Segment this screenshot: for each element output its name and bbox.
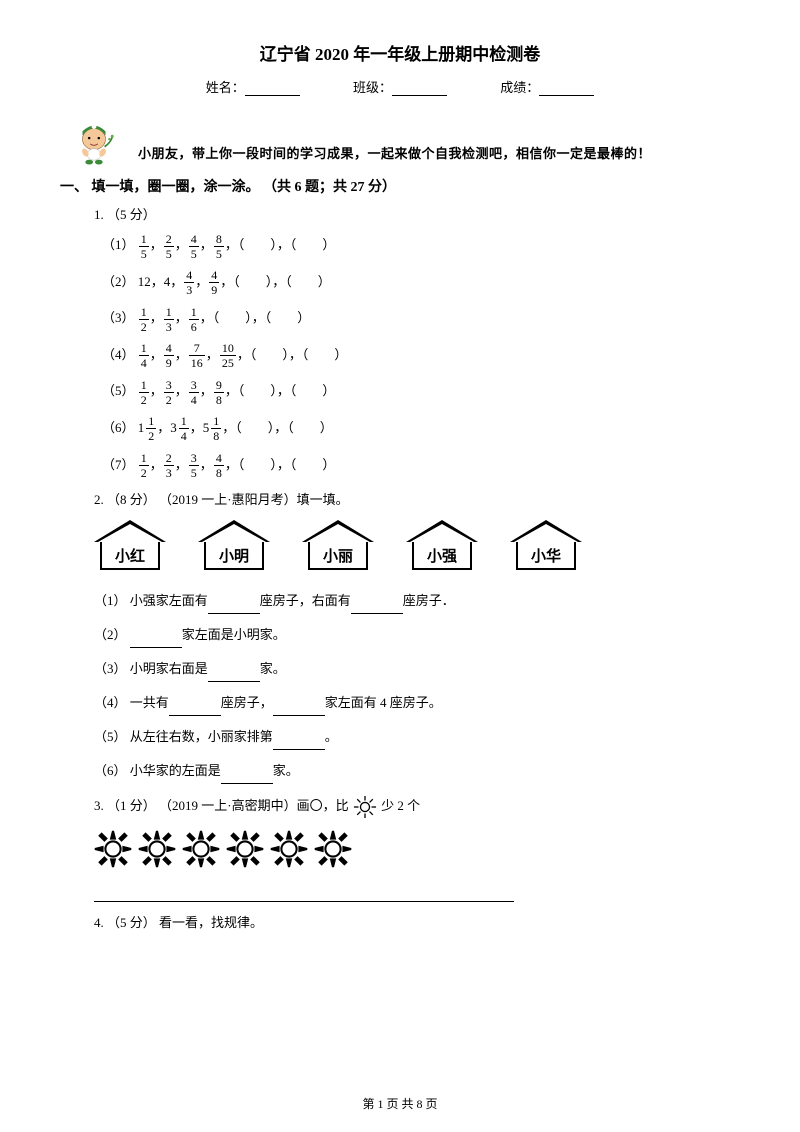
info-row: 姓名： 班级： 成绩：: [60, 77, 740, 96]
fill-blank[interactable]: [221, 770, 273, 784]
fill-blank[interactable]: [208, 600, 260, 614]
encourage-text: 小朋友，带上你一段时间的学习成果，一起来做个自我检测吧，相信你一定是最棒的！: [138, 143, 651, 166]
q3-head: 3. （1 分） （2019 一上·高密期中）画〇，比 少 2 个: [94, 794, 740, 820]
q3-answer-blank[interactable]: [94, 888, 514, 902]
house: 小华: [510, 520, 582, 570]
name-label: 姓名：: [206, 77, 245, 96]
question-1: 1. （5 分） （1） 15，25，45，85，（ ），（ ） （2） 12，4…: [94, 204, 740, 479]
q1-row: （4） 14，49，716，1025，（ ），（ ）: [102, 341, 740, 370]
question-4: 4. （5 分） 看一看，找规律。: [94, 912, 740, 931]
q2-sub: （4） 一共有座房子，家左面有 4 座房子。: [94, 690, 740, 716]
sun-icon: [138, 830, 176, 868]
q1-row: （7） 12，23，35，48，（ ），（ ）: [102, 451, 740, 480]
score-label: 成绩：: [500, 77, 539, 96]
fill-blank[interactable]: [273, 736, 325, 750]
fill-blank[interactable]: [273, 702, 325, 716]
suns-row: [94, 830, 740, 868]
q2-head: 2. （8 分） （2019 一上·惠阳月考）填一填。: [94, 489, 740, 508]
q4-head: 4. （5 分） 看一看，找规律。: [94, 912, 740, 931]
fill-blank[interactable]: [208, 668, 260, 682]
q1-row: （1） 15，25，45，85，（ ），（ ）: [102, 231, 740, 260]
q1-row: （6） 112，314，518，（ ），（ ）: [102, 414, 740, 443]
q3-head-a: 3. （1 分） （2019 一上·高密期中）画〇，比: [94, 798, 349, 813]
house-label: 小强: [412, 540, 472, 570]
sun-icon: [226, 830, 264, 868]
house: 小丽: [302, 520, 374, 570]
page-footer: 第 1 页 共 8 页: [0, 1095, 800, 1112]
q2-sub: （6） 小华家的左面是家。: [94, 758, 740, 784]
question-2: 2. （8 分） （2019 一上·惠阳月考）填一填。 小红 小明 小丽 小强 小华 （…: [94, 489, 740, 784]
class-label: 班级：: [353, 77, 392, 96]
q1-row: （2） 12，4，43，49，（ ），（ ）: [102, 268, 740, 297]
q2-sub: （3） 小明家右面是家。: [94, 656, 740, 682]
page-title: 辽宁省 2020 年一年级上册期中检测卷: [60, 40, 740, 65]
score-blank[interactable]: [539, 82, 594, 96]
house: 小明: [198, 520, 270, 570]
q1-row: （3） 12，13，16，（ ），（ ）: [102, 304, 740, 333]
name-blank[interactable]: [245, 82, 300, 96]
house-label: 小华: [516, 540, 576, 570]
q2-sub: （5） 从左往右数，小丽家排第。: [94, 724, 740, 750]
sun-icon: [94, 830, 132, 868]
sun-icon: [270, 830, 308, 868]
section-1-head: 一、 填一填，圈一圈，涂一涂。 （共 6 题；共 27 分）: [60, 176, 740, 196]
q1-row: （5） 12，32，34，98，（ ），（ ）: [102, 377, 740, 406]
sun-icon: [314, 830, 352, 868]
house-label: 小丽: [308, 540, 368, 570]
q3-head-b: 少 2 个: [381, 798, 420, 813]
sun-icon: [352, 794, 378, 820]
mascot-row: 小朋友，带上你一段时间的学习成果，一起来做个自我检测吧，相信你一定是最棒的！: [70, 116, 740, 166]
fill-blank[interactable]: [351, 600, 403, 614]
house-label: 小明: [204, 540, 264, 570]
q2-sub: （1） 小强家左面有座房子，右面有座房子．: [94, 588, 740, 614]
question-3: 3. （1 分） （2019 一上·高密期中）画〇，比 少 2 个: [94, 794, 740, 902]
class-blank[interactable]: [392, 82, 447, 96]
houses-row: 小红 小明 小丽 小强 小华: [94, 520, 740, 570]
mascot-icon: [70, 116, 118, 166]
fill-blank[interactable]: [169, 702, 221, 716]
fill-blank[interactable]: [130, 634, 182, 648]
q1-head: 1. （5 分）: [94, 204, 740, 223]
sun-icon: [182, 830, 220, 868]
q2-sub: （2） 家左面是小明家。: [94, 622, 740, 648]
house: 小红: [94, 520, 166, 570]
house: 小强: [406, 520, 478, 570]
house-label: 小红: [100, 540, 160, 570]
